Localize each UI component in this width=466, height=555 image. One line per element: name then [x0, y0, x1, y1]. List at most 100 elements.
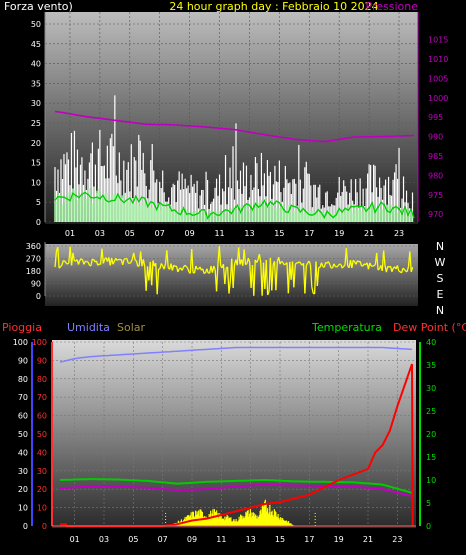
direction-segment — [95, 260, 99, 266]
direction-segment — [112, 260, 115, 265]
temperature-tick-label: 25 — [426, 407, 436, 416]
wind-tick-label: 15 — [31, 159, 41, 168]
direction-segment — [304, 265, 307, 294]
direction-segment — [343, 264, 346, 267]
pressure-tick-label: 1010 — [428, 55, 448, 64]
humidity-tick-label: 10 — [18, 504, 28, 513]
wind-tick-label: 40 — [31, 60, 41, 69]
direction-segment — [171, 264, 175, 271]
pressure-tick-label: 985 — [428, 152, 443, 161]
wind-avg-line — [54, 191, 415, 220]
rain-x-tick-label: 05 — [128, 535, 138, 544]
humidity-tick-label: 30 — [18, 467, 28, 476]
pressure-tick-label: 1015 — [428, 36, 448, 45]
rain-x-tick-label: 07 — [158, 535, 168, 544]
direction-segment — [359, 261, 363, 267]
direction-segment — [215, 263, 219, 292]
pressure-tick-label: 990 — [428, 133, 443, 142]
direction-segment — [224, 268, 227, 285]
rain-tick-label: 0 — [42, 522, 47, 531]
direction-segment — [327, 261, 331, 265]
direction-segment — [311, 286, 314, 294]
wind-x-tick-label: 15 — [274, 229, 284, 238]
direction-segment — [325, 261, 328, 264]
direction-segment — [406, 266, 410, 272]
direction-segment — [402, 267, 405, 270]
direction-segment — [87, 261, 91, 266]
direction-segment — [253, 259, 256, 296]
rain-tick-label: 90 — [37, 356, 47, 365]
direction-segment — [293, 264, 296, 288]
rain-tick-label: 80 — [37, 375, 47, 384]
direction-segment — [202, 268, 205, 274]
wind-x-tick-label: 23 — [394, 229, 404, 238]
wind-x-tick-label: 09 — [185, 229, 195, 238]
direction-segment — [298, 261, 302, 264]
humidity-tick-label: 70 — [18, 393, 28, 402]
direction-segment — [126, 258, 129, 264]
wind-tick-label: 35 — [31, 79, 41, 88]
direction-segment — [245, 263, 248, 266]
wind-x-tick-label: 19 — [334, 229, 344, 238]
direction-segment — [228, 280, 232, 294]
direction-segment — [135, 260, 139, 267]
direction-segment — [134, 259, 137, 262]
direction-segment — [400, 267, 404, 274]
temperature-tick-label: 35 — [426, 361, 436, 370]
direction-segment — [333, 263, 336, 267]
pressure-tick-label: 995 — [428, 113, 443, 122]
direction-segment — [385, 266, 389, 273]
direction-segment — [323, 262, 327, 268]
direction-segment — [275, 261, 278, 291]
temperature-tick-label: 40 — [426, 338, 436, 347]
humidity-tick-label: 0 — [23, 522, 28, 531]
temperature-tick-label: 20 — [426, 430, 436, 439]
rain-x-tick-label: 09 — [187, 535, 197, 544]
direction-segment — [281, 260, 284, 263]
rain-x-tick-label: 17 — [304, 535, 314, 544]
direction-segment — [77, 260, 81, 265]
pressure-axis-label: Pressione — [366, 0, 419, 13]
direction-segment — [376, 252, 379, 271]
temperature-tick-label: 30 — [426, 384, 436, 393]
humidity-label: Umidita — [67, 321, 110, 334]
rain-tick-label: 40 — [37, 448, 47, 457]
temperature-tick-label: 10 — [426, 476, 436, 485]
direction-segment — [129, 261, 132, 264]
rain-x-tick-label: 19 — [334, 535, 344, 544]
rain-x-tick-label: 03 — [99, 535, 109, 544]
direction-segment — [130, 258, 133, 263]
wind-x-tick-label: 03 — [95, 229, 105, 238]
direction-segment — [139, 251, 143, 267]
direction-segment — [97, 263, 100, 266]
direction-panel-bg — [45, 244, 418, 306]
dewpoint-label: Dew Point (°C) — [393, 321, 466, 334]
direction-segment — [382, 250, 386, 266]
direction-segment — [247, 257, 251, 263]
temperature-tick-label: 5 — [426, 499, 431, 508]
direction-segment — [337, 263, 340, 267]
rain-x-tick-label: 01 — [70, 535, 80, 544]
pressure-line — [54, 110, 415, 143]
direction-segment — [72, 252, 75, 261]
direction-tick-label: 0 — [36, 292, 41, 301]
direction-segment — [305, 262, 309, 266]
direction-segment — [213, 265, 216, 271]
direction-tick-label: 180 — [26, 267, 41, 276]
direction-segment — [294, 262, 298, 265]
direction-segment — [160, 263, 164, 267]
direction-segment — [66, 262, 70, 265]
wind-x-tick-label: 05 — [125, 229, 135, 238]
direction-segment — [203, 272, 206, 275]
wind-x-tick-label: 11 — [214, 229, 224, 238]
humidity-tick-label: 50 — [18, 430, 28, 439]
wind-x-tick-label: 01 — [65, 229, 75, 238]
rain-tick-label: 50 — [37, 430, 47, 439]
direction-segment — [391, 267, 394, 272]
rain-x-tick-label: 13 — [246, 535, 256, 544]
direction-segment — [356, 260, 360, 263]
direction-segment — [352, 259, 356, 263]
direction-segment — [122, 259, 125, 266]
direction-segment — [387, 265, 390, 268]
